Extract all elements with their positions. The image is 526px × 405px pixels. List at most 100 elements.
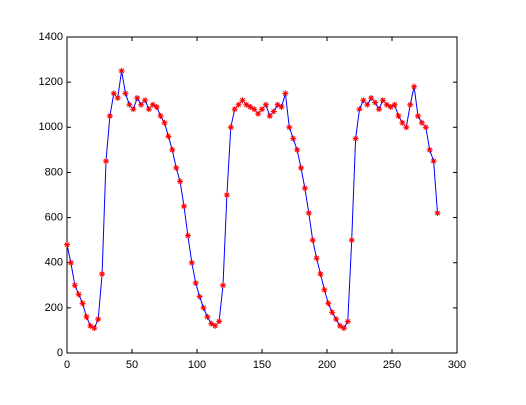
- data-marker: [395, 113, 402, 119]
- data-marker: [411, 83, 418, 90]
- x-tick-label: 100: [188, 359, 206, 371]
- data-marker: [138, 101, 145, 108]
- data-marker: [290, 135, 297, 142]
- data-marker: [348, 237, 355, 244]
- data-marker: [212, 322, 219, 329]
- data-marker: [177, 178, 184, 185]
- data-marker: [282, 90, 289, 97]
- data-marker: [165, 133, 172, 140]
- data-marker: [407, 101, 414, 108]
- data-marker: [130, 106, 137, 113]
- data-marker: [181, 203, 187, 210]
- data-marker: [91, 325, 98, 332]
- data-marker: [75, 291, 82, 298]
- data-marker: [64, 241, 70, 248]
- y-tick-label: 800: [45, 166, 63, 178]
- data-marker: [360, 97, 367, 104]
- data-marker: [364, 101, 371, 108]
- data-marker: [415, 113, 421, 119]
- data-marker: [235, 101, 242, 108]
- data-marker: [239, 97, 246, 104]
- data-marker: [188, 259, 195, 266]
- data-marker: [286, 124, 293, 131]
- data-marker: [262, 101, 269, 108]
- data-marker: [243, 101, 250, 108]
- data-marker: [266, 113, 273, 119]
- data-marker: [79, 300, 86, 307]
- plot-frame: [66, 36, 458, 354]
- x-tick-label: 150: [253, 359, 271, 371]
- data-marker: [251, 106, 258, 113]
- data-marker: [223, 192, 230, 198]
- data-marker: [196, 293, 203, 300]
- data-marker: [99, 271, 106, 277]
- data-marker: [278, 103, 285, 110]
- data-marker: [305, 210, 312, 217]
- data-marker: [352, 135, 359, 142]
- data-marker: [114, 94, 121, 101]
- data-marker: [173, 164, 180, 171]
- data-marker: [83, 313, 90, 320]
- data-marker: [387, 103, 394, 110]
- data-marker: [422, 124, 429, 131]
- data-marker: [270, 108, 277, 115]
- data-marker: [118, 67, 125, 74]
- data-marker: [356, 106, 363, 113]
- data-marker: [325, 300, 332, 307]
- data-marker: [309, 237, 316, 244]
- data-marker: [383, 101, 390, 108]
- data-marker: [126, 101, 133, 108]
- data-marker: [200, 304, 207, 311]
- data-marker: [87, 322, 94, 329]
- y-tick-label: 1400: [39, 31, 63, 43]
- x-tick-label: 250: [383, 359, 401, 371]
- data-marker: [71, 282, 78, 289]
- data-marker: [95, 316, 102, 323]
- data-marker: [298, 164, 304, 171]
- data-marker: [220, 282, 226, 289]
- data-marker: [426, 146, 433, 153]
- data-marker: [430, 158, 437, 165]
- data-marker: [161, 119, 168, 126]
- data-marker: [399, 119, 406, 126]
- data-marker: [372, 99, 379, 106]
- y-tick-label: 200: [45, 302, 63, 314]
- data-marker: [153, 103, 160, 110]
- data-marker: [434, 210, 441, 217]
- y-tick-label: 1200: [39, 76, 63, 88]
- y-tick-label: 600: [45, 211, 63, 223]
- data-marker: [259, 106, 265, 113]
- data-marker: [403, 124, 410, 131]
- data-marker: [145, 106, 152, 113]
- data-marker: [103, 158, 109, 165]
- data-marker: [418, 119, 425, 126]
- data-marker: [142, 97, 148, 104]
- x-tick-label: 300: [448, 359, 466, 371]
- data-marker: [391, 101, 398, 108]
- x-tick-label: 0: [64, 359, 70, 371]
- data-marker: [208, 320, 215, 327]
- data-marker: [67, 259, 74, 266]
- data-marker: [313, 255, 320, 262]
- data-marker: [379, 97, 386, 104]
- data-marker: [329, 309, 336, 316]
- data-marker: [216, 318, 223, 325]
- data-marker: [274, 101, 281, 108]
- data-marker: [294, 146, 301, 153]
- data-marker: [231, 106, 238, 113]
- data-marker: [247, 103, 254, 110]
- data-marker: [169, 146, 176, 153]
- data-marker: [110, 90, 117, 97]
- data-marker: [317, 271, 324, 277]
- data-marker: [340, 325, 347, 332]
- data-marker: [344, 318, 351, 325]
- data-marker: [337, 322, 343, 329]
- data-marker: [149, 101, 156, 108]
- data-marker: [204, 313, 211, 320]
- data-marker: [157, 113, 164, 119]
- x-tick-label: 200: [318, 359, 336, 371]
- data-marker: [333, 316, 340, 323]
- data-marker: [301, 185, 308, 192]
